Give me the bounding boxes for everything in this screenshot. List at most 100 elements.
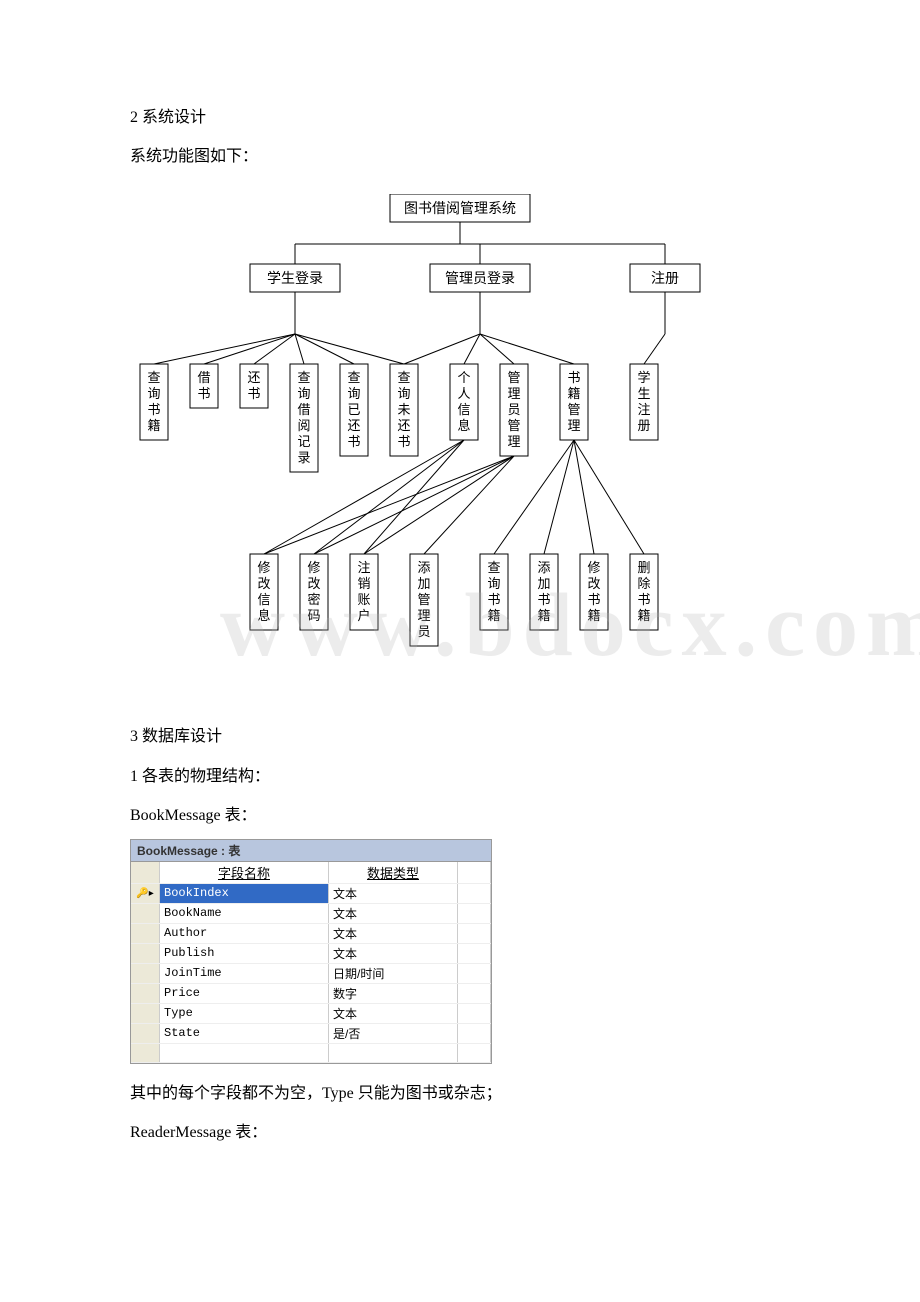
svg-text:书: 书 <box>197 386 210 401</box>
svg-text:添: 添 <box>537 560 550 575</box>
svg-text:书: 书 <box>347 434 360 449</box>
svg-text:信: 信 <box>457 402 470 417</box>
svg-text:询: 询 <box>147 386 160 401</box>
col-fieldname: 字段名称 <box>160 862 329 884</box>
svg-text:加: 加 <box>417 576 430 591</box>
svg-text:还: 还 <box>347 418 360 433</box>
svg-text:册: 册 <box>637 418 650 433</box>
svg-text:销: 销 <box>357 576 370 591</box>
svg-text:还: 还 <box>397 418 410 433</box>
table-window-title: BookMessage : 表 <box>131 840 491 862</box>
table-row: 🔑▸BookIndex文本 <box>131 883 491 903</box>
svg-text:信: 信 <box>257 592 270 607</box>
diagram-svg: 图书借阅管理系统学生登录管理员登录注册查询书籍借书还书查询借阅记录查询已还书查询… <box>130 194 790 684</box>
svg-text:管: 管 <box>507 418 520 433</box>
bookmessage-heading: BookMessage 表： <box>130 798 790 833</box>
svg-text:员: 员 <box>507 402 520 417</box>
svg-text:籍: 籍 <box>537 608 550 623</box>
svg-text:书: 书 <box>147 402 160 417</box>
svg-text:息: 息 <box>257 608 270 623</box>
svg-text:管: 管 <box>567 402 580 417</box>
svg-text:改: 改 <box>587 576 600 591</box>
svg-text:注: 注 <box>637 402 650 417</box>
svg-text:查: 查 <box>397 370 410 385</box>
svg-text:管理员登录: 管理员登录 <box>445 271 515 287</box>
svg-text:员: 员 <box>417 624 430 639</box>
svg-text:理: 理 <box>417 608 430 623</box>
svg-text:人: 人 <box>457 386 470 401</box>
system-function-diagram: www.bdocx.com 图书借阅管理系统学生登录管理员登录注册查询书籍借书还… <box>130 194 790 689</box>
diagram-intro: 系统功能图如下： <box>130 139 790 174</box>
svg-text:籍: 籍 <box>637 608 650 623</box>
svg-text:书: 书 <box>487 592 500 607</box>
svg-text:籍: 籍 <box>147 418 160 433</box>
svg-text:录: 录 <box>297 450 310 465</box>
bookmessage-db-table: 字段名称 数据类型 🔑▸BookIndex文本BookName文本Author文… <box>131 862 491 1063</box>
svg-text:修: 修 <box>587 560 600 575</box>
section-3-heading: 3 数据库设计 <box>130 719 790 754</box>
svg-text:借: 借 <box>197 370 210 385</box>
svg-text:查: 查 <box>347 370 360 385</box>
svg-text:理: 理 <box>507 386 520 401</box>
svg-text:书: 书 <box>567 370 580 385</box>
svg-text:加: 加 <box>537 576 550 591</box>
svg-text:阅: 阅 <box>297 418 310 433</box>
svg-text:籍: 籍 <box>587 608 600 623</box>
svg-text:码: 码 <box>307 608 320 623</box>
svg-text:询: 询 <box>397 386 410 401</box>
table-row: State是/否 <box>131 1023 491 1043</box>
svg-text:注: 注 <box>357 560 370 575</box>
readermessage-heading: ReaderMessage 表： <box>130 1115 790 1150</box>
table-row: Price数字 <box>131 983 491 1003</box>
svg-text:密: 密 <box>307 592 320 607</box>
svg-text:未: 未 <box>397 402 410 417</box>
svg-text:添: 添 <box>417 560 430 575</box>
svg-text:删: 删 <box>637 560 650 575</box>
svg-text:记: 记 <box>297 434 310 449</box>
table-header-row: 字段名称 数据类型 <box>131 862 491 884</box>
svg-text:管: 管 <box>507 370 520 385</box>
svg-text:已: 已 <box>347 402 360 417</box>
svg-text:除: 除 <box>637 576 650 591</box>
svg-text:改: 改 <box>307 576 320 591</box>
svg-text:注册: 注册 <box>651 271 679 287</box>
svg-text:学: 学 <box>637 370 650 385</box>
svg-text:籍: 籍 <box>567 386 580 401</box>
svg-text:理: 理 <box>507 434 520 449</box>
svg-text:查: 查 <box>147 370 160 385</box>
svg-text:询: 询 <box>347 386 360 401</box>
tables-intro: 1 各表的物理结构： <box>130 759 790 794</box>
svg-text:询: 询 <box>487 576 500 591</box>
bookmessage-note: 其中的每个字段都不为空，Type 只能为图书或杂志； <box>130 1076 790 1111</box>
svg-text:图书借阅管理系统: 图书借阅管理系统 <box>404 201 516 217</box>
svg-text:户: 户 <box>357 608 370 623</box>
svg-text:修: 修 <box>257 560 270 575</box>
svg-text:学生登录: 学生登录 <box>267 271 323 287</box>
svg-text:书: 书 <box>637 592 650 607</box>
svg-text:书: 书 <box>247 386 260 401</box>
svg-text:书: 书 <box>587 592 600 607</box>
svg-text:询: 询 <box>297 386 310 401</box>
svg-text:书: 书 <box>397 434 410 449</box>
table-row: JoinTime日期/时间 <box>131 963 491 983</box>
table-row: Publish文本 <box>131 943 491 963</box>
table-row: Type文本 <box>131 1003 491 1023</box>
bookmessage-table-widget: BookMessage : 表 字段名称 数据类型 🔑▸BookIndex文本B… <box>130 839 492 1064</box>
table-row: BookName文本 <box>131 903 491 923</box>
svg-text:改: 改 <box>257 576 270 591</box>
svg-text:修: 修 <box>307 560 320 575</box>
svg-text:息: 息 <box>457 418 470 433</box>
table-row: Author文本 <box>131 923 491 943</box>
svg-text:还: 还 <box>247 370 260 385</box>
svg-text:书: 书 <box>537 592 550 607</box>
col-datatype: 数据类型 <box>329 862 458 884</box>
table-empty-row <box>131 1043 491 1062</box>
svg-text:籍: 籍 <box>487 608 500 623</box>
svg-text:借: 借 <box>297 402 310 417</box>
section-2-heading: 2 系统设计 <box>130 100 790 135</box>
svg-text:管: 管 <box>417 592 430 607</box>
svg-text:账: 账 <box>357 592 370 607</box>
svg-text:查: 查 <box>297 370 310 385</box>
svg-text:个: 个 <box>457 370 470 385</box>
svg-text:查: 查 <box>487 560 500 575</box>
